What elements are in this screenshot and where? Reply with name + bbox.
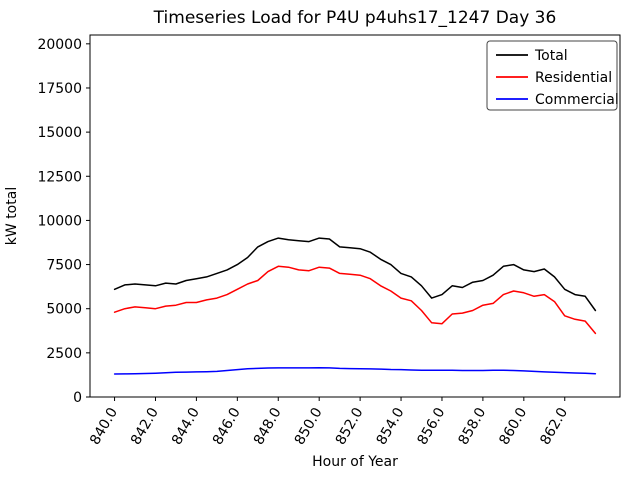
- chart-title: Timeseries Load for P4U p4uhs17_1247 Day…: [153, 8, 557, 28]
- x-tick-label: 846.0: [210, 405, 244, 448]
- x-tick-label: 850.0: [292, 405, 326, 448]
- y-tick-label: 12500: [37, 169, 82, 185]
- legend-label-commercial: Commercial: [535, 92, 619, 108]
- y-tick-label: 5000: [46, 302, 82, 318]
- series-line-commercial: [113, 366, 597, 375]
- y-tick-label: 0: [73, 390, 82, 406]
- y-tick-label: 10000: [37, 213, 82, 229]
- x-axis-label: Hour of Year: [312, 454, 398, 470]
- x-tick-label: 862.0: [537, 405, 571, 448]
- x-tick-label: 842.0: [128, 405, 162, 448]
- x-tick-label: 840.0: [87, 405, 121, 448]
- legend-box: [486, 40, 618, 111]
- plot-area: 0 2500 5000 7500 10000 12500 15000 17500 20000 84…: [37, 34, 621, 448]
- x-tick-label: 856.0: [415, 405, 449, 448]
- y-tick-label: 20000: [37, 37, 82, 53]
- series-line-residential: [113, 265, 597, 335]
- y-tick-label: 15000: [37, 125, 82, 141]
- x-tick-label: 858.0: [455, 405, 489, 448]
- x-tick-label: 854.0: [374, 405, 408, 448]
- x-tick-label: 852.0: [333, 405, 367, 448]
- y-tick-label: 7500: [46, 258, 82, 274]
- legend-label-residential: Residential: [535, 70, 612, 86]
- series-line-total: [113, 237, 597, 312]
- y-tick-label: 2500: [46, 346, 82, 362]
- axes-frame: [89, 34, 621, 398]
- x-tick-label: 860.0: [496, 405, 530, 448]
- x-tick-label: 848.0: [251, 405, 285, 448]
- x-tick-label: 844.0: [169, 405, 203, 448]
- legend-label-total: Total: [534, 48, 568, 64]
- y-tick-label: 17500: [37, 81, 82, 97]
- y-axis-label: kW total: [4, 187, 20, 245]
